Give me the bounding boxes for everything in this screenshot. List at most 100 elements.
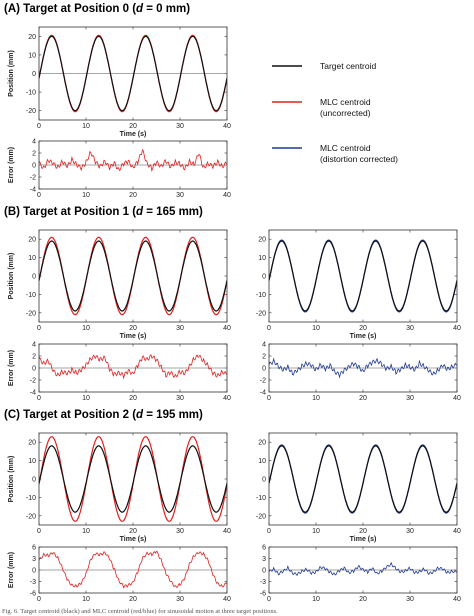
y-tick-label: 0 bbox=[32, 568, 36, 575]
section-title-a: (A) Target at Position 0 (d = 0 mm) bbox=[4, 3, 190, 15]
x-tick-label: 30 bbox=[406, 395, 414, 402]
y-tick-label: 3 bbox=[32, 556, 36, 563]
plot-frame bbox=[38, 546, 228, 594]
y-tick-label: 6 bbox=[32, 545, 36, 552]
y-tick-label: 2 bbox=[262, 354, 266, 361]
y-tick-label: 0 bbox=[32, 71, 36, 78]
x-tick-label: 10 bbox=[82, 123, 90, 130]
y-tick-label: 20 bbox=[28, 237, 36, 244]
x-tick-label: 30 bbox=[176, 192, 184, 199]
x-tick-label: 0 bbox=[267, 528, 271, 535]
x-tick-label: 30 bbox=[176, 325, 184, 332]
y-tick-label: 0 bbox=[32, 274, 36, 281]
y-tick-label: -10 bbox=[26, 495, 36, 502]
plot-frame bbox=[38, 432, 228, 526]
legend-label-corrected-line1: MLC centroid bbox=[320, 143, 371, 153]
y-tick-label: -2 bbox=[30, 175, 36, 182]
x-axis-label: Time (s) bbox=[120, 131, 147, 138]
section-title-c: (C) Target at Position 2 (d = 195 mm) bbox=[4, 409, 203, 421]
y-tick-label: 10 bbox=[28, 255, 36, 262]
y-tick-label: -4 bbox=[30, 187, 36, 194]
y-tick-label: -6 bbox=[260, 591, 266, 598]
y-tick-label: 0 bbox=[32, 477, 36, 484]
y-tick-label: 3 bbox=[262, 556, 266, 563]
x-tick-label: 40 bbox=[223, 528, 231, 535]
y-tick-label: 20 bbox=[28, 440, 36, 447]
chart-C-position-corrected: 0 10 20 30 40 20 10 0 -10 -20 Time (s) bbox=[256, 432, 461, 543]
x-tick-label: 20 bbox=[129, 528, 137, 535]
x-axis-label: Time (s) bbox=[350, 333, 377, 340]
plot-frame bbox=[268, 432, 458, 526]
x-tick-label: 0 bbox=[37, 596, 41, 603]
x-tick-label: 20 bbox=[129, 123, 137, 130]
y-axis-label: Error (mm) bbox=[8, 552, 15, 588]
x-tick-label: 20 bbox=[129, 192, 137, 199]
chart-B-position-uncorrected: 0 10 20 30 40 20 10 0 -10 -20 Time (s) Position (mm… bbox=[8, 229, 231, 340]
x-tick-label: 40 bbox=[453, 528, 461, 535]
y-tick-label: -4 bbox=[260, 390, 266, 397]
x-tick-label: 20 bbox=[359, 325, 367, 332]
x-tick-label: 40 bbox=[453, 325, 461, 332]
series-uncorrected bbox=[39, 354, 227, 380]
x-axis-label: Time (s) bbox=[350, 536, 377, 543]
x-tick-label: 40 bbox=[223, 123, 231, 130]
chart-A-position: 0 10 20 30 40 20 10 0 -10 -20 Time (s) Position (mm… bbox=[8, 26, 231, 138]
x-tick-label: 40 bbox=[453, 395, 461, 402]
y-axis-label: Error (mm) bbox=[8, 350, 15, 386]
y-tick-label: 20 bbox=[258, 440, 266, 447]
plot-frame bbox=[38, 26, 228, 121]
x-tick-label: 0 bbox=[267, 395, 271, 402]
series-corrected bbox=[269, 561, 457, 576]
x-tick-label: 10 bbox=[312, 528, 320, 535]
y-tick-label: -10 bbox=[26, 292, 36, 299]
plot-frame bbox=[38, 229, 228, 323]
x-tick-label: 10 bbox=[312, 395, 320, 402]
x-tick-label: 30 bbox=[406, 528, 414, 535]
x-tick-label: 10 bbox=[82, 596, 90, 603]
x-tick-label: 40 bbox=[453, 596, 461, 603]
chart-C-position-uncorrected: 0 10 20 30 40 20 10 0 -10 -20 Time (s) Position (mm… bbox=[8, 432, 231, 543]
plot-frame bbox=[38, 343, 228, 393]
x-axis-label: Time (s) bbox=[120, 536, 147, 543]
y-tick-label: -10 bbox=[26, 90, 36, 97]
x-tick-label: 30 bbox=[406, 325, 414, 332]
y-tick-label: 10 bbox=[28, 52, 36, 59]
y-tick-label: 0 bbox=[262, 366, 266, 373]
figure-caption: Fig. 6. Target centroid (black) and MLC … bbox=[2, 608, 278, 615]
y-tick-label: 0 bbox=[32, 163, 36, 170]
x-tick-label: 10 bbox=[82, 528, 90, 535]
y-tick-label: -2 bbox=[30, 378, 36, 385]
plot-frame bbox=[38, 140, 228, 190]
y-tick-label: 4 bbox=[262, 342, 266, 349]
x-axis-label: Time (s) bbox=[120, 333, 147, 340]
series-uncorrected bbox=[39, 148, 227, 172]
y-tick-label: -3 bbox=[30, 579, 36, 586]
x-tick-label: 30 bbox=[176, 596, 184, 603]
y-tick-label: 10 bbox=[258, 255, 266, 262]
series-target bbox=[39, 35, 227, 112]
x-tick-label: 10 bbox=[312, 596, 320, 603]
y-tick-label: -20 bbox=[26, 310, 36, 317]
y-tick-label: -20 bbox=[256, 513, 266, 520]
y-tick-label: 4 bbox=[32, 342, 36, 349]
y-tick-label: -20 bbox=[26, 108, 36, 115]
y-tick-label: 20 bbox=[258, 237, 266, 244]
x-tick-label: 30 bbox=[176, 123, 184, 130]
series-target bbox=[269, 445, 457, 513]
x-tick-label: 20 bbox=[359, 395, 367, 402]
y-tick-label: 0 bbox=[32, 366, 36, 373]
x-tick-label: 40 bbox=[223, 325, 231, 332]
x-tick-label: 30 bbox=[176, 528, 184, 535]
y-tick-label: -20 bbox=[26, 513, 36, 520]
y-tick-label: -2 bbox=[260, 378, 266, 385]
y-tick-label: -4 bbox=[30, 390, 36, 397]
y-tick-label: 6 bbox=[262, 545, 266, 552]
y-tick-label: 0 bbox=[262, 568, 266, 575]
x-tick-label: 20 bbox=[129, 395, 137, 402]
